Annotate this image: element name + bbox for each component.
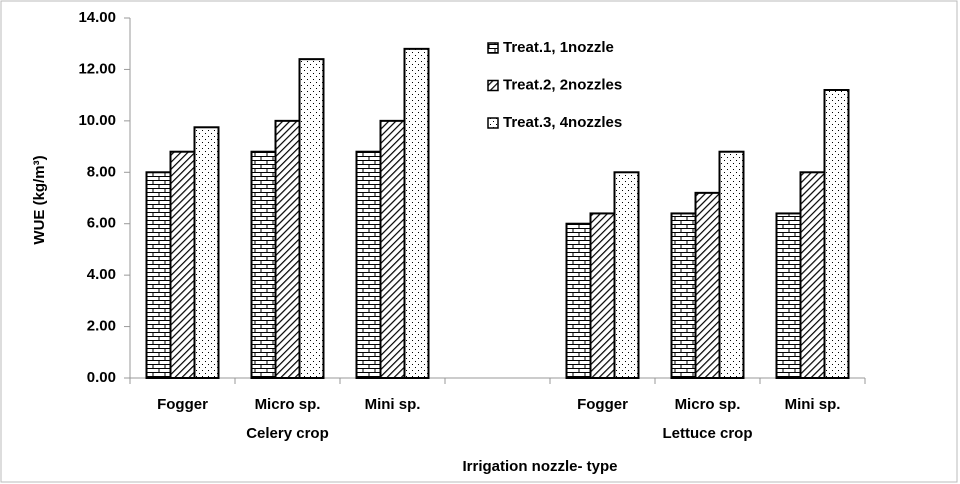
x-axis-label: Irrigation nozzle- type <box>462 458 617 475</box>
y-tick-label: 2.00 <box>87 318 116 335</box>
bar <box>193 126 220 379</box>
bar <box>274 119 301 379</box>
legend-swatch <box>487 42 499 54</box>
bar <box>775 212 802 379</box>
y-tick-label: 8.00 <box>87 163 116 180</box>
y-tick-label: 6.00 <box>87 215 116 232</box>
x-tick-label: Micro sp. <box>255 396 321 413</box>
y-axis-label: WUE (kg/m³) <box>31 155 48 244</box>
legend-label: Treat.2, 2nozzles <box>503 76 622 93</box>
bar <box>145 171 172 379</box>
bar <box>670 212 697 379</box>
bar <box>169 150 196 379</box>
bar <box>379 119 406 379</box>
group-label: Celery crop <box>246 425 329 442</box>
legend-label: Treat.3, 4nozzles <box>503 114 622 131</box>
legend-swatch <box>487 117 499 129</box>
bar <box>589 212 616 379</box>
bar <box>823 89 850 379</box>
bar <box>298 58 325 380</box>
bar <box>799 171 826 379</box>
legend-swatch <box>487 79 499 92</box>
bar <box>565 222 592 379</box>
y-tick-label: 4.00 <box>87 266 116 283</box>
bar <box>403 47 430 379</box>
y-tick-label: 12.00 <box>78 60 116 77</box>
x-tick-label: Fogger <box>577 396 628 413</box>
y-tick-label: 0.00 <box>87 369 116 386</box>
x-tick-label: Mini sp. <box>785 396 841 413</box>
x-tick-label: Fogger <box>157 396 208 413</box>
y-tick-label: 14.00 <box>78 9 116 26</box>
bar <box>694 191 721 379</box>
bar <box>613 171 640 379</box>
y-tick-label: 10.00 <box>78 112 116 129</box>
legend-label: Treat.1, 1nozzle <box>503 39 614 56</box>
x-tick-label: Mini sp. <box>365 396 421 413</box>
bar <box>250 150 277 379</box>
group-label: Lettuce crop <box>662 425 752 442</box>
bar <box>355 150 382 379</box>
x-tick-label: Micro sp. <box>675 396 741 413</box>
bar <box>718 150 745 379</box>
